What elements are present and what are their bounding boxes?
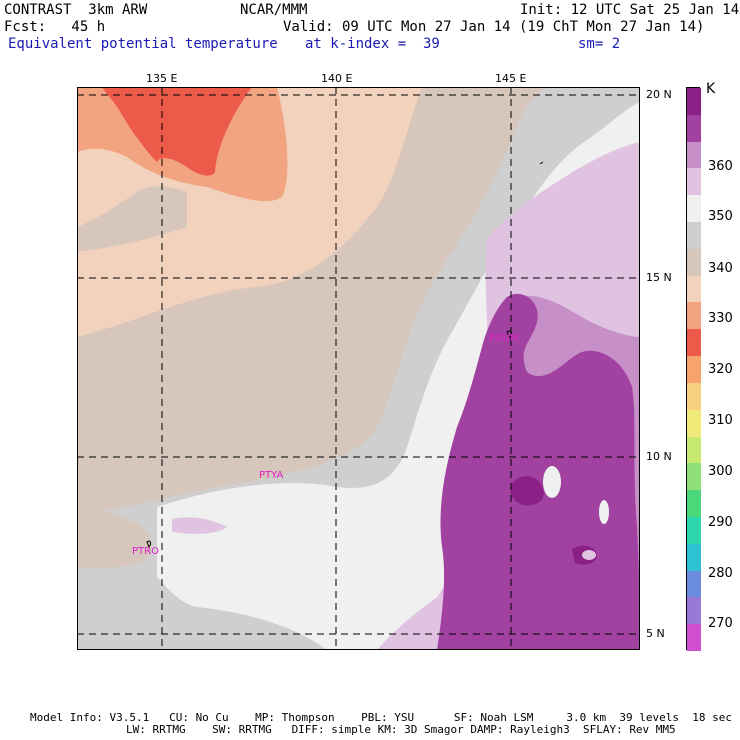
colorbar-label: 360: [708, 159, 733, 174]
station-ptro: PTRO: [132, 546, 159, 557]
colorbar-label: 340: [708, 261, 733, 276]
colorbar-label: 300: [708, 464, 733, 479]
field-cell-white-b: [599, 500, 609, 524]
station-ptya: PTYA: [259, 470, 284, 481]
lat-label-15: 15 N: [646, 271, 672, 284]
colorbar-swatch: [687, 490, 701, 518]
field-patch-360-west: [172, 517, 227, 534]
forecast-hour: Fcst: 45 h: [4, 19, 106, 35]
colorbar-label: 280: [708, 566, 733, 581]
lon-label-140: 140 E: [321, 72, 353, 85]
colorbar-swatch: [687, 463, 701, 491]
colorbar-swatch: [687, 516, 701, 545]
smoothing-info: sm= 2: [578, 36, 621, 52]
colorbar-swatch: [687, 195, 701, 223]
colorbar-swatch: [687, 382, 701, 411]
colorbar-swatch: [687, 356, 701, 384]
field-cell-light-c: [582, 550, 596, 560]
colorbar-swatch: [687, 248, 701, 277]
colorbar-swatch: [687, 624, 701, 652]
colorbar-swatch: [687, 302, 701, 330]
palau-outline: [146, 540, 151, 549]
model-info-line2: LW: RRTMG SW: RRTMG DIFF: simple KM: 3D …: [126, 723, 676, 736]
colorbar-swatch: [687, 329, 701, 357]
colorbar-swatch: [687, 222, 701, 250]
colorbar-label: 310: [708, 413, 733, 428]
colorbar-swatch: [687, 141, 701, 169]
lat-label-5: 5 N: [646, 627, 665, 640]
colorbar-label: 350: [708, 209, 733, 224]
colorbar-swatch: [687, 275, 701, 303]
colorbar-swatch: [687, 168, 701, 196]
colorbar-swatch: [687, 114, 701, 143]
colorbar-label: 330: [708, 311, 733, 326]
field-region-330: [102, 87, 252, 176]
colorbar: [686, 87, 701, 652]
field-cell-white-a: [543, 466, 561, 498]
colorbar-label: 290: [708, 515, 733, 530]
lon-label-135: 135 E: [146, 72, 178, 85]
colorbar-label: 270: [708, 616, 733, 631]
station-pgum: PGUM: [489, 333, 519, 344]
field-name: Equivalent potential temperature: [8, 36, 278, 52]
colorbar-swatch: [687, 436, 701, 464]
colorbar-swatch: [687, 88, 701, 116]
guam-outline: [506, 330, 513, 339]
lon-label-145: 145 E: [495, 72, 527, 85]
colorbar-swatch: [687, 597, 701, 625]
lat-label-20: 20 N: [646, 88, 672, 101]
colorbar-unit: K: [706, 81, 716, 97]
colorbar-swatch: [687, 543, 701, 572]
colorbar-label: 320: [708, 362, 733, 377]
colorbar-swatch: [687, 570, 701, 598]
model-info-line1: Model Info: V3.5.1 CU: No Cu MP: Thompso…: [30, 711, 732, 724]
model-title: CONTRAST 3km ARW: [4, 2, 148, 18]
map-frame: [77, 87, 640, 650]
field-patch-345: [77, 186, 187, 252]
island-outline-north: [539, 161, 544, 165]
colorbar-swatch: [687, 409, 701, 437]
field-patch-375-a: [510, 476, 544, 506]
grid-lines: [77, 87, 640, 650]
init-time: Init: 12 UTC Sat 25 Jan 14: [520, 2, 740, 18]
level-info: at k-index = 39: [305, 36, 440, 52]
valid-time: Valid: 09 UTC Mon 27 Jan 14 (19 ChT Mon …: [283, 19, 705, 35]
field-patch-345-sw: [77, 510, 152, 568]
center-name: NCAR/MMM: [240, 2, 308, 18]
theta-e-map: [77, 87, 640, 650]
lat-label-10: 10 N: [646, 450, 672, 463]
